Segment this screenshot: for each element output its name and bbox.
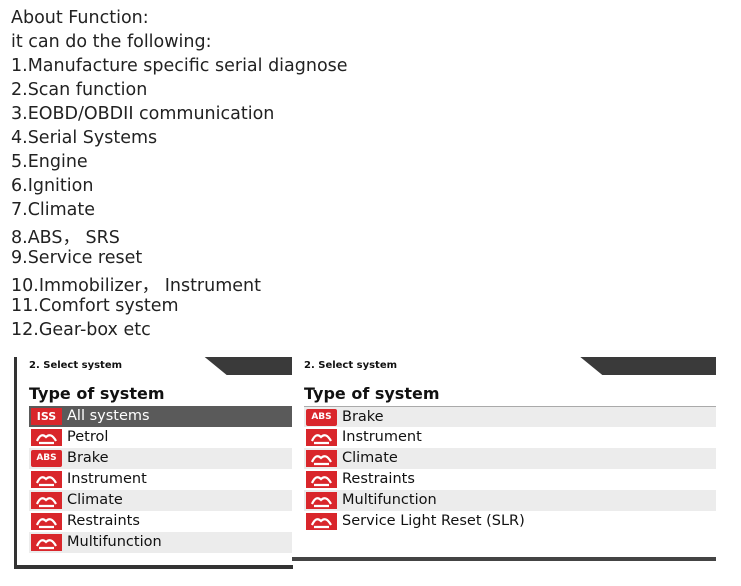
glyph (35, 539, 57, 550)
system-row[interactable]: ISS All systems (29, 406, 293, 427)
system-icon (31, 429, 62, 446)
system-icon (31, 492, 62, 509)
system-row[interactable]: Instrument (29, 469, 293, 490)
step-title: 2. Select system (29, 360, 123, 371)
intro-line: 3.EOBD/OBDII communication (11, 104, 275, 124)
system-panel: 2. Select system Type of system ABS Brake In… (292, 357, 716, 561)
system-row[interactable]: Multifunction (29, 532, 293, 553)
glyph (35, 497, 57, 508)
header-band (580, 357, 716, 375)
icon-glyph (310, 455, 332, 466)
system-row[interactable]: Service Light Reset (SLR) (304, 511, 716, 532)
system-row[interactable]: Petrol (29, 427, 293, 448)
icon-glyph (35, 518, 57, 529)
system-row[interactable]: Restraints (304, 469, 716, 490)
system-row[interactable]: ABS Brake (29, 448, 293, 469)
intro-line: 5.Engine (11, 152, 88, 172)
system-panel: 2. Select system Type of system ISS All sys… (14, 357, 293, 569)
system-label: Multifunction (342, 492, 437, 508)
intro-line: 9.Service reset (11, 248, 143, 268)
system-row[interactable]: Climate (304, 448, 716, 469)
intro-line: 8.ABS， SRS (11, 228, 120, 248)
system-label: All systems (67, 408, 150, 424)
intro-line: About Function: (11, 8, 149, 28)
glyph (310, 497, 332, 508)
system-icon (306, 450, 337, 467)
intro-line: 12.Gear-box etc (11, 320, 151, 340)
icon-glyph (310, 434, 332, 445)
system-icon: ABS (306, 409, 337, 426)
icon-glyph (310, 518, 332, 529)
system-icon (31, 513, 62, 530)
icon-glyph (310, 476, 332, 487)
system-label: Restraints (342, 471, 415, 487)
glyph (310, 518, 332, 529)
system-icon (306, 492, 337, 509)
system-label: Instrument (342, 429, 422, 445)
step-title: 2. Select system (304, 360, 398, 371)
system-label: Climate (67, 492, 123, 508)
system-row[interactable]: Restraints (29, 511, 293, 532)
section-heading: Type of system (304, 384, 440, 403)
header-shape (204, 357, 293, 375)
glyph (35, 518, 57, 529)
system-row[interactable]: ABS Brake (304, 406, 716, 428)
intro-line: it can do the following: (11, 32, 212, 52)
intro-line: 7.Climate (11, 200, 96, 220)
system-row[interactable]: Climate (29, 490, 293, 511)
system-icon: ISS (31, 408, 62, 425)
icon-glyph (35, 434, 57, 445)
icon-glyph (35, 539, 57, 550)
system-icon: ABS (31, 450, 62, 467)
glyph (310, 476, 332, 487)
intro-line: 1.Manufacture specific serial diagnose (11, 56, 348, 76)
system-icon (306, 429, 337, 446)
glyph (310, 455, 332, 466)
intro-line: 2.Scan function (11, 80, 148, 100)
system-label: Restraints (67, 513, 140, 529)
system-icon (31, 534, 62, 551)
intro-line: 10.Immobilizer， Instrument (11, 276, 261, 296)
section-heading: Type of system (29, 384, 165, 403)
system-icon (31, 471, 62, 488)
system-icon (306, 513, 337, 530)
intro-line: 6.Ignition (11, 176, 94, 196)
glyph (35, 476, 57, 487)
system-label: Petrol (67, 429, 109, 445)
system-label: Brake (67, 450, 109, 466)
system-icon (306, 471, 337, 488)
system-row[interactable]: Multifunction (304, 490, 716, 511)
intro-line: 4.Serial Systems (11, 128, 158, 148)
system-label: Instrument (67, 471, 147, 487)
intro-line: 11.Comfort system (11, 296, 179, 316)
icon-glyph (310, 497, 332, 508)
system-label: Brake (342, 409, 384, 425)
header-band (204, 357, 293, 375)
glyph (35, 434, 57, 445)
system-row[interactable]: Instrument (304, 427, 716, 448)
icon-glyph (35, 497, 57, 508)
header-shape (580, 357, 716, 375)
glyph (310, 434, 332, 445)
system-label: Climate (342, 450, 398, 466)
system-label: Multifunction (67, 534, 162, 550)
system-label: Service Light Reset (SLR) (342, 513, 525, 529)
icon-glyph (35, 476, 57, 487)
